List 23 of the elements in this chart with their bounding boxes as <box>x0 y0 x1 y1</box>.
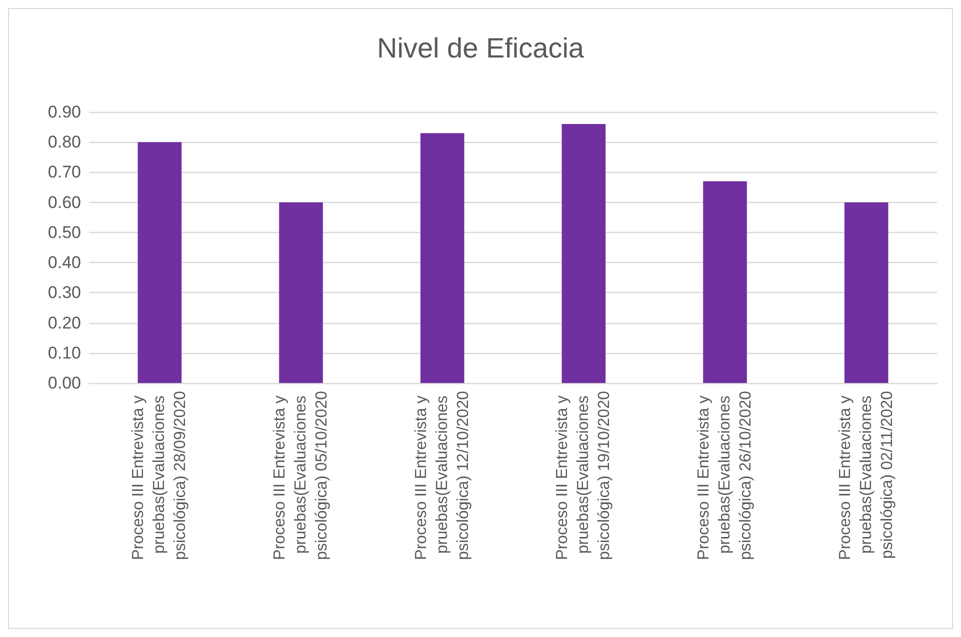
y-tick-label: 0.80 <box>48 132 81 152</box>
bar <box>420 133 464 383</box>
y-tick-label: 0.50 <box>48 222 81 242</box>
x-tick-label: Proceso III Entrevista y pruebas(Evaluaciones psicológica) 05/10/2020 <box>272 390 330 560</box>
bar <box>844 202 888 383</box>
bar <box>703 181 747 383</box>
y-tick-label: 0.60 <box>48 192 81 212</box>
y-tick-label: 0.40 <box>48 253 81 272</box>
bar <box>562 124 606 383</box>
y-tick-label: 0.30 <box>48 283 81 302</box>
x-tick-label: Proceso III Entrevista y pruebas(Evaluaciones psicológica) 12/10/2020 <box>412 390 472 560</box>
y-tick-label: 0.00 <box>48 374 81 392</box>
y-tick-label: 0.20 <box>48 313 81 332</box>
x-tick-label: Proceso III Entrevista y pruebas(Evaluaciones psicológica) 26/10/2020 <box>696 390 754 560</box>
y-tick-label: 0.90 <box>48 102 81 122</box>
x-tick-label: Proceso III Entrevista y pruebas(Evaluaciones psicológica) 19/10/2020 <box>554 390 614 560</box>
chart-title: Nivel de Eficacia <box>377 32 584 64</box>
x-tick-label: Proceso III Entrevista y pruebas(Evaluaciones psicológica) 02/11/2020 <box>836 390 896 560</box>
y-tick-label: 0.10 <box>48 343 81 362</box>
x-tick-label: Proceso III Entrevista y pruebas(Evaluaciones psicológica) 28/09/2020 <box>130 390 190 560</box>
bar <box>279 202 323 383</box>
y-tick-label: 0.70 <box>48 162 81 182</box>
bar <box>138 142 182 383</box>
